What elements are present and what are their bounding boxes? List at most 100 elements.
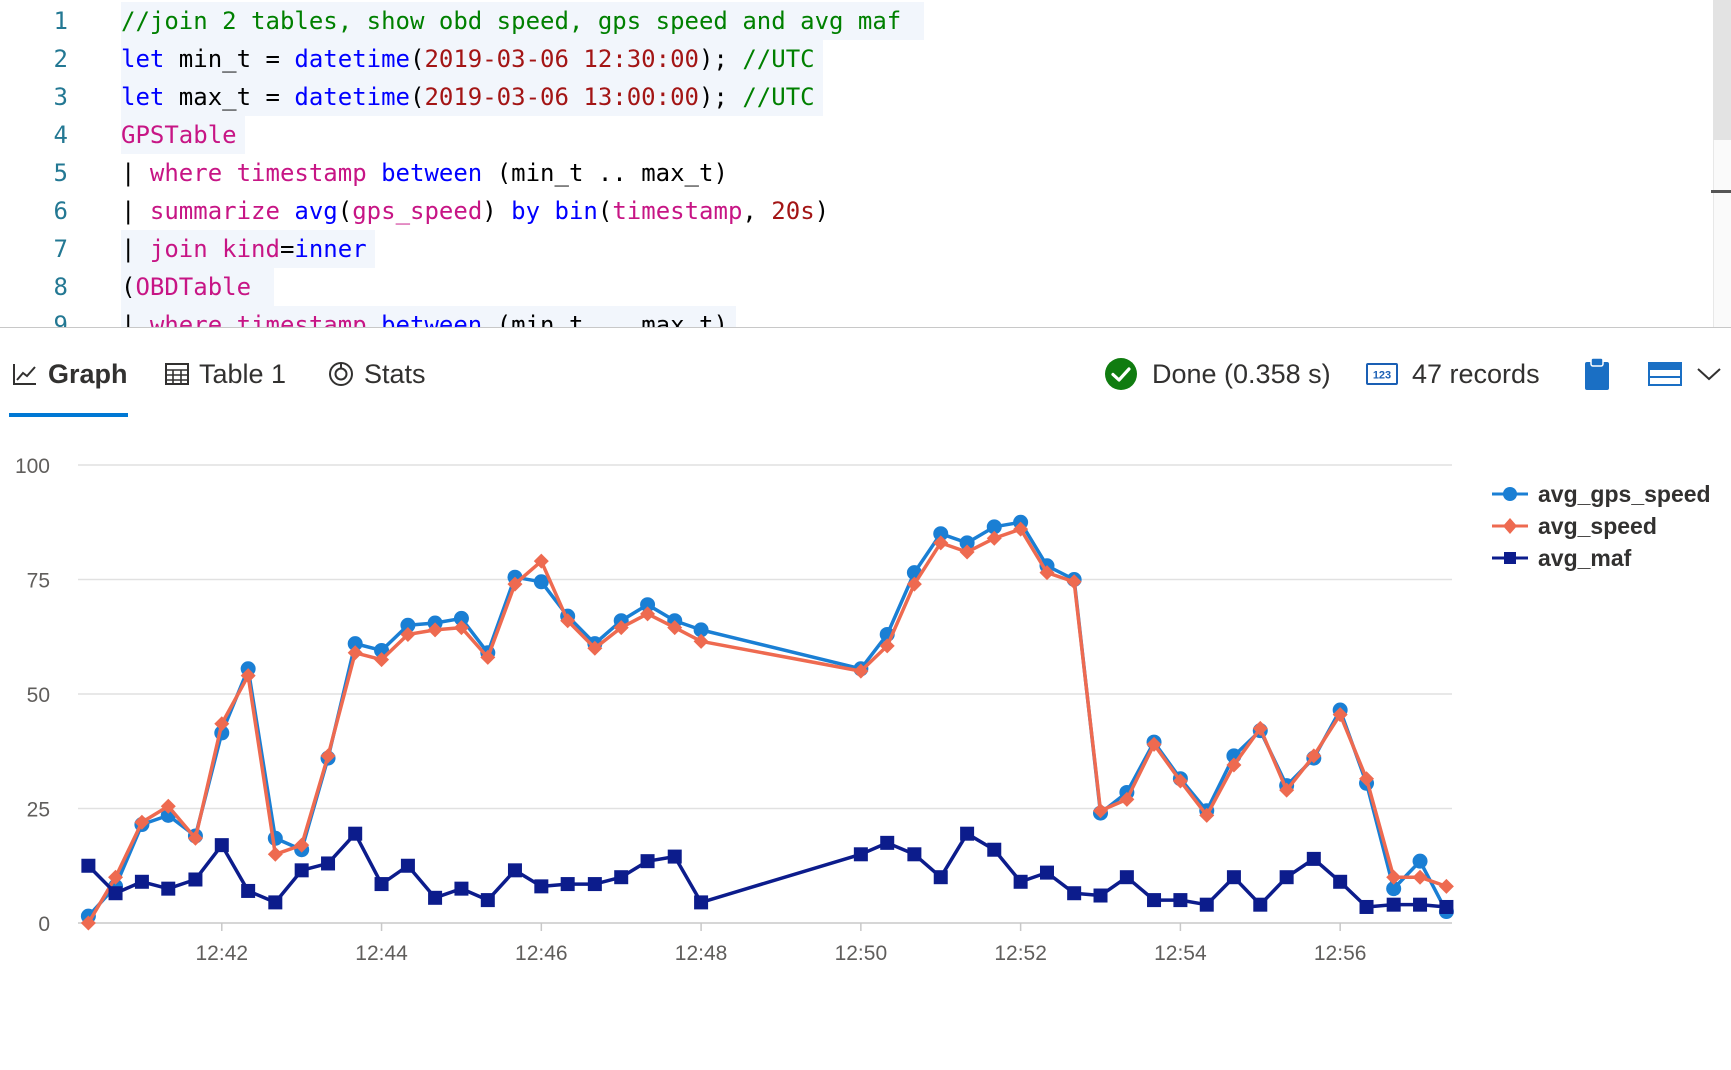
data-point[interactable]	[400, 626, 416, 642]
editor-scrollbar[interactable]	[1711, 0, 1731, 328]
copy-to-clipboard-button[interactable]	[1583, 329, 1611, 419]
editor-scrollbar-thumb[interactable]	[1713, 0, 1731, 140]
data-point[interactable]	[507, 863, 522, 878]
data-point[interactable]	[321, 856, 336, 871]
data-point[interactable]	[1173, 893, 1188, 908]
data-point[interactable]	[907, 847, 922, 862]
data-point[interactable]	[267, 846, 283, 862]
data-point[interactable]	[987, 842, 1002, 857]
data-point[interactable]	[80, 915, 96, 931]
data-point[interactable]	[134, 814, 150, 830]
data-point[interactable]	[214, 716, 230, 732]
data-point[interactable]	[480, 893, 495, 908]
data-point[interactable]	[268, 895, 283, 910]
query-editor[interactable]: 1 //join 2 tables, show obd speed, gps sp…	[0, 0, 1731, 328]
legend-item-avg-speed[interactable]: avg_speed	[1490, 510, 1657, 542]
data-point[interactable]	[613, 620, 629, 636]
data-point[interactable]	[1039, 565, 1055, 581]
data-point[interactable]	[214, 838, 229, 853]
data-point[interactable]	[427, 622, 443, 638]
data-point[interactable]	[960, 826, 975, 841]
data-point[interactable]	[933, 535, 949, 551]
data-point[interactable]	[188, 872, 203, 887]
data-point[interactable]	[1306, 851, 1321, 866]
code-line[interactable]: 7 | join kind=inner	[0, 230, 1731, 268]
data-point[interactable]	[480, 649, 496, 665]
data-point[interactable]	[1279, 870, 1294, 885]
data-point[interactable]	[161, 881, 176, 896]
data-point[interactable]	[1412, 869, 1428, 885]
data-point[interactable]	[694, 895, 709, 910]
data-point[interactable]	[587, 877, 602, 892]
data-point[interactable]	[1306, 748, 1322, 764]
data-point[interactable]	[294, 837, 310, 853]
legend-item-avg-gps-speed[interactable]: avg_gps_speed	[1490, 478, 1711, 510]
data-point[interactable]	[81, 858, 96, 873]
data-point[interactable]	[1226, 757, 1242, 773]
data-point[interactable]	[374, 652, 390, 668]
layout-options-button[interactable]	[1648, 329, 1682, 419]
data-point[interactable]	[614, 870, 629, 885]
data-point[interactable]	[986, 530, 1002, 546]
data-point[interactable]	[986, 519, 1002, 535]
data-point[interactable]	[1252, 720, 1268, 736]
data-point[interactable]	[693, 633, 709, 649]
data-point[interactable]	[1386, 869, 1402, 885]
data-point[interactable]	[1333, 874, 1348, 889]
data-point[interactable]	[1386, 881, 1402, 897]
data-point[interactable]	[1066, 574, 1082, 590]
data-point[interactable]	[933, 526, 949, 542]
data-point[interactable]	[240, 668, 256, 684]
code-line[interactable]: 1 //join 2 tables, show obd speed, gps sp…	[0, 2, 1731, 40]
data-point[interactable]	[879, 638, 895, 654]
data-point[interactable]	[1093, 803, 1109, 819]
data-point[interactable]	[1439, 899, 1454, 914]
legend-item-avg-maf[interactable]: avg_maf	[1490, 542, 1631, 574]
data-point[interactable]	[347, 636, 363, 652]
data-point[interactable]	[400, 858, 415, 873]
data-point[interactable]	[880, 835, 895, 850]
data-point[interactable]	[348, 826, 363, 841]
data-point[interactable]	[534, 879, 549, 894]
data-point[interactable]	[187, 830, 203, 846]
editor-results-divider[interactable]	[0, 327, 1731, 328]
data-point[interactable]	[1253, 897, 1268, 912]
data-point[interactable]	[1147, 893, 1162, 908]
data-point[interactable]	[1359, 899, 1374, 914]
data-point[interactable]	[1199, 807, 1215, 823]
data-point[interactable]	[134, 874, 149, 889]
data-point[interactable]	[374, 877, 389, 892]
data-point[interactable]	[1412, 853, 1428, 869]
data-point[interactable]	[1359, 771, 1375, 787]
data-point[interactable]	[507, 576, 523, 592]
code-line[interactable]: 2 let min_t = datetime(2019-03-06 12:30:0…	[0, 40, 1731, 78]
data-point[interactable]	[320, 748, 336, 764]
data-point[interactable]	[453, 610, 469, 626]
data-point[interactable]	[533, 553, 549, 569]
data-point[interactable]	[347, 645, 363, 661]
data-point[interactable]	[108, 869, 124, 885]
data-point[interactable]	[640, 597, 656, 613]
data-point[interactable]	[959, 544, 975, 560]
data-point[interactable]	[1279, 782, 1295, 798]
data-point[interactable]	[906, 576, 922, 592]
data-point[interactable]	[1386, 897, 1401, 912]
data-point[interactable]	[667, 620, 683, 636]
data-point[interactable]	[1013, 521, 1029, 537]
data-point[interactable]	[400, 617, 416, 633]
data-point[interactable]	[640, 606, 656, 622]
code-line[interactable]: 9 | where timestamp between (min_t .. max…	[0, 306, 1731, 328]
data-point[interactable]	[560, 877, 575, 892]
layout-dropdown-toggle[interactable]	[1696, 329, 1722, 419]
data-point[interactable]	[160, 798, 176, 814]
data-point[interactable]	[853, 847, 868, 862]
code-line[interactable]: 8 (OBDTable	[0, 268, 1731, 306]
data-point[interactable]	[1119, 791, 1135, 807]
tab-table-1[interactable]: Table 1	[165, 329, 286, 419]
data-point[interactable]	[587, 640, 603, 656]
data-point[interactable]	[1199, 897, 1214, 912]
tab-stats[interactable]: Stats	[328, 329, 426, 419]
code-line[interactable]: 3 let max_t = datetime(2019-03-06 13:00:0…	[0, 78, 1731, 116]
data-point[interactable]	[959, 535, 975, 551]
data-point[interactable]	[1093, 888, 1108, 903]
